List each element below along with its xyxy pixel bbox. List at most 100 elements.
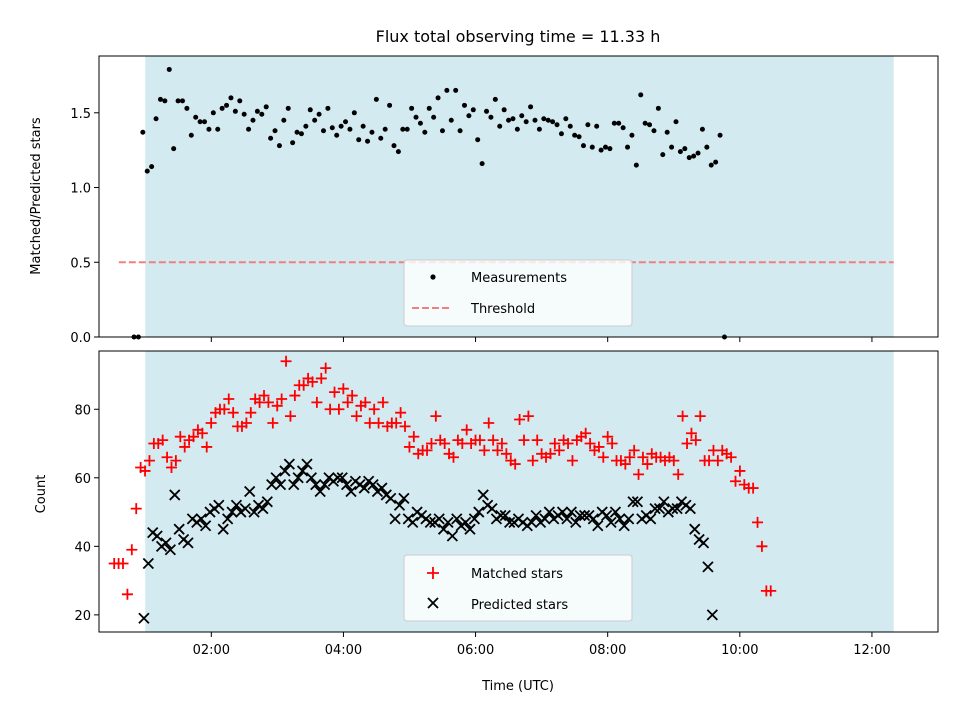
measurement-point — [699, 126, 705, 132]
matched-star-point — [725, 451, 737, 463]
matched-star-point — [756, 540, 768, 552]
measurement-point — [391, 143, 397, 149]
measurement-point — [695, 150, 701, 156]
measurement-point — [448, 117, 454, 123]
measurement-point — [263, 104, 269, 110]
matched-star-point — [377, 396, 389, 408]
predicted-star-point — [451, 513, 463, 525]
predicted-star-point — [305, 472, 318, 484]
top-y-tick-label: 0.5 — [70, 256, 91, 271]
predicted-star-point — [464, 523, 476, 535]
chart-title: Flux total observing time = 11.33 h — [376, 27, 661, 46]
measurement-point — [219, 105, 225, 111]
measurement-point — [320, 128, 326, 134]
bottom-legend: Matched stars Predicted stars — [403, 554, 633, 622]
predicted-star-point — [561, 513, 573, 525]
matched-star-point — [597, 451, 609, 463]
measurement-point — [179, 98, 185, 104]
matched-star-point — [267, 417, 279, 429]
legend-measurements-label: Measurements — [471, 271, 567, 286]
measurement-point — [215, 126, 221, 132]
predicted-star-point — [631, 496, 644, 508]
measurement-point — [576, 134, 582, 140]
measurement-point — [365, 138, 371, 144]
predicted-star-point — [345, 485, 357, 498]
measurement-point — [642, 120, 648, 126]
predicted-star-point — [433, 513, 445, 525]
measurement-point — [655, 105, 661, 111]
predicted-star-point — [556, 506, 569, 518]
measurement-point — [422, 129, 428, 135]
measurement-point — [506, 117, 512, 123]
measurement-point — [329, 125, 335, 131]
matched-star-point — [126, 544, 138, 556]
matched-star-point — [531, 434, 543, 446]
matched-star-point — [289, 390, 301, 402]
measurement-point — [660, 152, 666, 158]
matched-star-point — [346, 390, 358, 402]
predicted-star-point — [142, 557, 154, 570]
matched-star-point — [403, 441, 415, 453]
predicted-star-point — [706, 609, 718, 621]
predicted-star-point — [310, 479, 322, 491]
predicted-star-point — [702, 561, 714, 573]
predicted-star-point — [385, 492, 397, 504]
predicted-star-point — [283, 458, 295, 470]
matched-star-point — [637, 451, 649, 463]
measurement-point — [501, 107, 507, 113]
matched-star-point — [223, 393, 235, 405]
predicted-star-point — [393, 499, 406, 511]
measurement-point — [488, 114, 494, 120]
matched-star-point — [628, 444, 640, 456]
measurement-point — [387, 102, 393, 108]
predicted-star-point — [261, 496, 273, 508]
measurement-point — [475, 137, 481, 143]
matched-star-point — [227, 407, 239, 419]
matched-star-point — [421, 444, 433, 456]
matched-star-point — [258, 390, 270, 402]
measurement-point — [228, 95, 234, 101]
matched-star-point — [430, 410, 442, 422]
bottom-axes-frame — [98, 350, 939, 633]
predicted-star-point — [671, 502, 683, 515]
measurement-point — [298, 131, 304, 137]
measurement-point — [607, 146, 613, 152]
measurement-point — [717, 132, 723, 138]
measurement-point — [510, 116, 516, 122]
bottom-y-tick-label: 20 — [74, 609, 91, 624]
matched-star-point — [668, 455, 680, 467]
matched-star-point — [624, 451, 636, 463]
predicted-star-point — [222, 513, 234, 525]
predicted-star-point — [151, 530, 163, 542]
measurement-point — [572, 132, 578, 138]
measurement-point — [254, 108, 260, 114]
measurement-point — [303, 123, 309, 129]
measurement-point — [523, 119, 529, 125]
measurement-point — [616, 120, 622, 126]
measurement-point — [347, 126, 353, 132]
matched-star-point — [544, 448, 556, 460]
predicted-star-point — [526, 516, 538, 528]
predicted-star-point — [587, 513, 600, 525]
predicted-star-point — [336, 472, 348, 484]
measurement-point — [409, 105, 415, 111]
measurement-point — [479, 161, 485, 167]
measurement-point — [457, 128, 463, 134]
measurement-point — [625, 144, 631, 150]
predicted-star-point — [697, 537, 710, 549]
matched-star-point — [527, 455, 539, 467]
measurement-point — [651, 128, 657, 134]
matched-star-point — [315, 372, 327, 384]
top-y-tick-label: 1.0 — [70, 182, 91, 197]
matched-star-point — [478, 444, 490, 456]
matched-star-point — [677, 410, 689, 422]
matched-star-point — [765, 585, 777, 597]
predicted-star-point — [605, 516, 617, 528]
matched-star-point — [553, 444, 565, 456]
predicted-star-point — [473, 506, 485, 518]
matched-star-point — [694, 410, 706, 422]
predicted-star-point — [389, 513, 401, 525]
top-y-tick-label: 0.0 — [70, 331, 91, 346]
matched-star-point — [606, 438, 618, 450]
predicted-star-point — [195, 513, 207, 525]
